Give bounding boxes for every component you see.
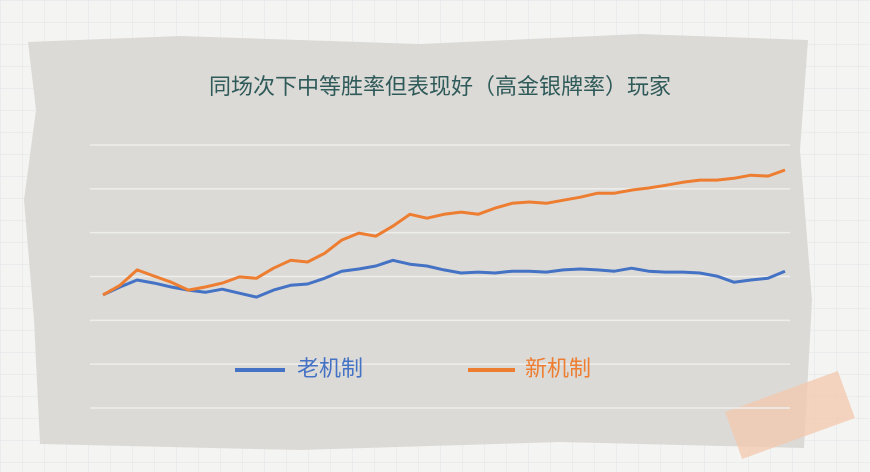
series-line	[102, 168, 786, 297]
legend-label: 新机制	[525, 357, 591, 382]
tape	[725, 370, 855, 460]
torn-panel	[24, 34, 812, 450]
chart-title: 同场次下中等胜率但表现好（高金银牌率）玩家	[209, 75, 671, 100]
legend-label: 老机制	[297, 357, 363, 382]
series-line	[102, 258, 786, 299]
